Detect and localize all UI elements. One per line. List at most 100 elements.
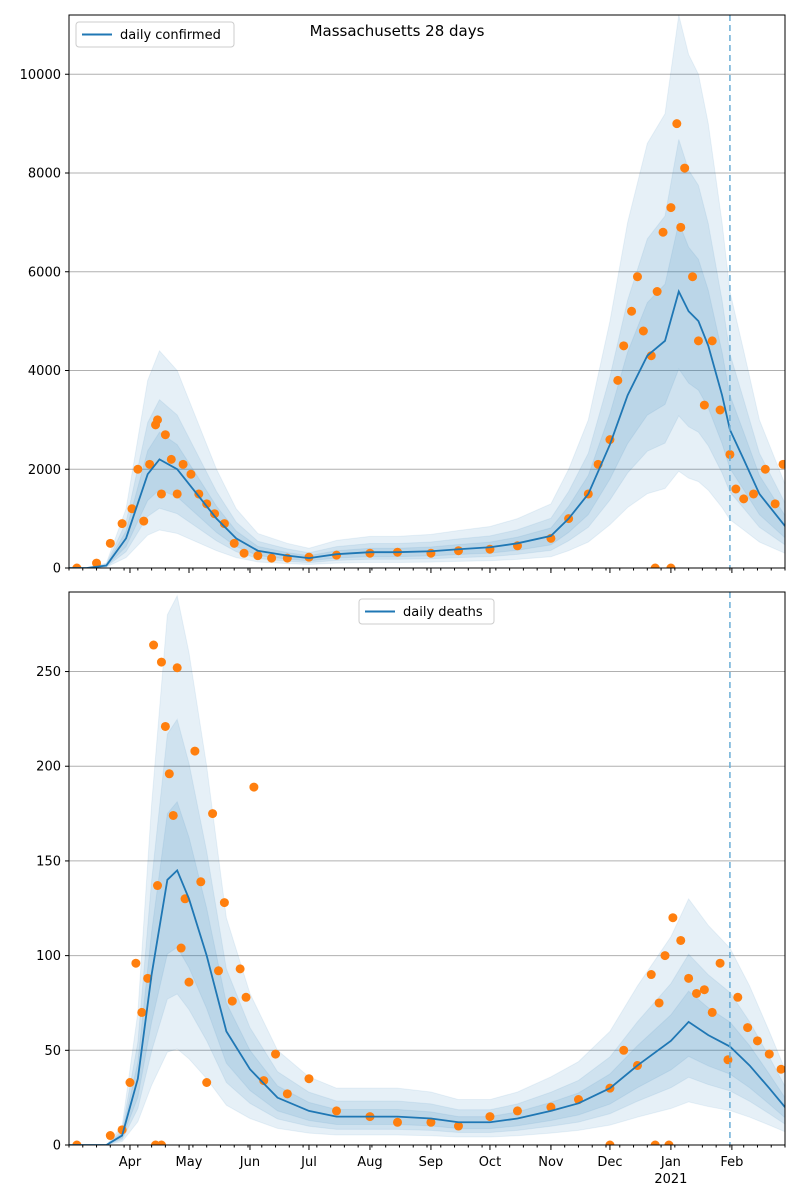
observed-point <box>156 489 166 499</box>
observed-point <box>253 551 263 561</box>
observed-point <box>172 489 182 499</box>
observed-point <box>149 640 159 650</box>
observed-point <box>693 336 703 346</box>
observed-point <box>160 430 170 440</box>
series-line <box>69 289 785 568</box>
observed-point <box>764 1049 774 1059</box>
observed-point <box>632 272 642 282</box>
observed-point <box>139 516 149 526</box>
observed-point <box>668 913 678 923</box>
legend-box <box>358 598 495 625</box>
uncertainty-band <box>69 594 785 1145</box>
observed-point <box>267 553 277 563</box>
observed-point <box>739 494 749 504</box>
observed-point <box>145 459 155 469</box>
observed-point <box>156 657 166 667</box>
observed-point <box>227 996 237 1006</box>
observed-point <box>137 1007 147 1017</box>
observed-point <box>426 1117 436 1127</box>
observed-point <box>760 464 770 474</box>
observed-point <box>613 375 623 385</box>
observed-point <box>160 721 170 731</box>
y-tick-label: 2000 <box>28 463 61 478</box>
observed-point <box>731 484 741 494</box>
x-tick-label: Sep <box>419 1155 444 1170</box>
legend-box <box>75 21 235 48</box>
uncertainty-band <box>69 139 785 568</box>
observed-point <box>186 469 196 479</box>
observed-point <box>512 1106 522 1116</box>
observed-point <box>194 489 204 499</box>
observed-point <box>72 1140 82 1145</box>
observed-point <box>672 119 682 129</box>
observed-point <box>453 1121 463 1131</box>
observed-point <box>619 1045 629 1055</box>
observed-point <box>117 519 127 529</box>
observed-point <box>770 499 780 509</box>
y-tick-label: 250 <box>36 665 61 680</box>
observed-point <box>176 943 186 953</box>
observed-point <box>691 988 701 998</box>
y-tick-label: 4000 <box>28 364 61 379</box>
observed-point <box>652 287 662 296</box>
uncertainty-band <box>69 15 785 568</box>
observed-point <box>733 992 743 1002</box>
observed-point <box>164 769 174 779</box>
observed-point <box>133 464 143 474</box>
observed-point <box>168 810 178 820</box>
observed-point <box>271 1049 281 1059</box>
observed-point <box>778 459 785 469</box>
x-tick-label: Aug <box>357 1155 382 1170</box>
observed-point <box>213 966 223 976</box>
observed-point <box>105 538 115 548</box>
observed-point <box>332 1106 342 1116</box>
observed-point <box>156 1140 166 1145</box>
observed-point <box>715 958 725 968</box>
observed-point <box>650 563 660 568</box>
observed-point <box>676 222 686 232</box>
observed-point <box>707 1007 717 1017</box>
observed-point <box>688 272 698 282</box>
observed-point <box>676 935 686 945</box>
observed-point <box>485 1112 495 1122</box>
observed-point <box>749 489 759 499</box>
observed-point <box>235 964 245 974</box>
legend-label: daily confirmed <box>120 28 221 43</box>
observed-point <box>196 877 206 887</box>
observed-point <box>666 563 676 568</box>
observed-point <box>304 552 314 562</box>
y-tick-label: 10000 <box>20 68 61 83</box>
y-tick-label: 8000 <box>28 167 61 182</box>
observed-point <box>707 336 717 346</box>
y-tick-label: 50 <box>44 1044 61 1059</box>
y-tick-label: 0 <box>53 562 61 577</box>
observed-point <box>172 663 182 673</box>
observed-point <box>190 746 200 756</box>
x-tick-label: May <box>176 1155 203 1170</box>
observed-point <box>715 405 725 415</box>
uncertainty-band <box>69 800 785 1145</box>
observed-point <box>72 563 82 568</box>
observed-point <box>605 1140 615 1145</box>
observed-point <box>153 881 163 891</box>
confirmed-panel: 0 2000 4000 6000 8000 10000 daily confirmed <box>20 14 786 577</box>
observed-point <box>127 504 137 514</box>
x-tick-label: Feb <box>720 1155 743 1170</box>
y-tick-label: 6000 <box>28 265 61 280</box>
observed-point <box>178 459 188 469</box>
observed-point <box>426 548 436 558</box>
observed-point <box>105 1131 115 1141</box>
observed-point <box>153 415 163 425</box>
observed-point <box>219 519 229 529</box>
observed-point <box>239 548 249 558</box>
observed-point <box>664 1140 674 1145</box>
y-tick-label: 200 <box>36 760 61 775</box>
observed-point <box>684 973 694 983</box>
observed-point <box>229 538 239 548</box>
observed-point <box>210 509 220 519</box>
observed-point <box>92 558 102 568</box>
observed-point <box>743 1023 753 1033</box>
observed-point <box>125 1078 135 1088</box>
observed-point <box>776 1064 785 1074</box>
